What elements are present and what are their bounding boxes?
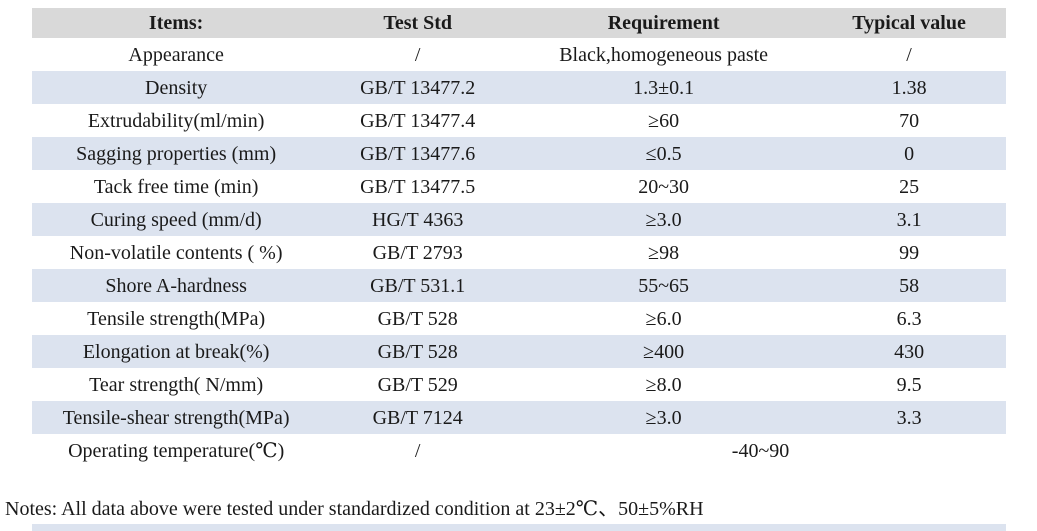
table-cell: GB/T 7124 [372,406,463,429]
table-row: Tensile strength(MPa) GB/T 528 ≥6.0 6.3 [32,302,1006,335]
table-cell: / [906,43,912,66]
table-cell: 9.5 [896,373,922,396]
table-cell: 70 [899,109,920,132]
table-cell: ≤0.5 [645,142,682,165]
column-header: Requirement [607,12,720,34]
table-cell: Extrudability(ml/min) [87,109,265,132]
table-cell: Tensile-shear strength(MPa) [62,406,290,429]
table-cell: Black,homogeneous paste [559,43,769,66]
table-cell: 58 [899,274,920,297]
table-cell: GB/T 531.1 [370,274,466,297]
table-cell: Operating temperature(℃) [68,439,285,462]
table-cell: 1.38 [891,76,927,99]
table-row: Curing speed (mm/d) HG/T 4363 ≥3.0 3.1 [32,203,1006,236]
table-row: Shore A-hardness GB/T 531.1 55~65 58 [32,269,1006,302]
column-header: Typical value [852,12,966,34]
table-row: Appearance / Black,homogeneous paste / [32,38,1006,71]
table-cell: GB/T 2793 [372,241,463,264]
partial-row-fragment [32,524,1006,531]
table-row: Non-volatile contents ( %) GB/T 2793 ≥98 99 [32,236,1006,269]
table-cell: GB/T 528 [377,307,458,330]
table-cell: GB/T 13477.5 [360,175,476,198]
table-cell: Elongation at break(%) [82,340,270,363]
table-cell: Tack free time (min) [93,175,259,198]
table-cell: GB/T 529 [377,373,458,396]
table-cell: 99 [899,241,920,264]
table-row: Tack free time (min) GB/T 13477.5 20~30 25 [32,170,1006,203]
table-row: Extrudability(ml/min) GB/T 13477.4 ≥60 70 [32,104,1006,137]
table-row: Operating temperature(℃) / -40~90 [32,434,1006,467]
notes-text: Notes: All data above were tested under … [5,498,704,520]
table-row: Sagging properties (mm) GB/T 13477.6 ≤0.5 0 [32,137,1006,170]
column-header: Test Std [383,12,453,34]
table-row: Tensile-shear strength(MPa) GB/T 7124 ≥3.0… [32,401,1006,434]
table-cell: ≥3.0 [645,208,682,231]
table-cell: GB/T 13477.4 [360,109,476,132]
table-cell: Density [145,76,208,99]
table-cell: ≥8.0 [645,373,682,396]
table-cell: GB/T 13477.6 [360,142,476,165]
table-cell: Curing speed (mm/d) [90,208,262,231]
table-cell: 55~65 [638,274,690,297]
table-cell: ≥6.0 [645,307,682,330]
table-cell: Tensile strength(MPa) [87,307,266,330]
table-cell: 430 [894,340,925,363]
table-cell: 1.3±0.1 [633,76,695,99]
table-cell: 25 [899,175,920,198]
table-cell: / [414,43,421,66]
table-cell: GB/T 528 [377,340,458,363]
table-cell: 20~30 [638,175,690,198]
spec-table: Items: Test Std Requirement Typical value Ap… [32,8,1006,467]
table-cell: / [414,439,421,462]
table-cell: GB/T 13477.2 [360,76,476,99]
table-row: Density GB/T 13477.2 1.3±0.1 1.38 [32,71,1006,104]
table-cell: ≥98 [648,241,680,264]
table-cell: 0 [904,142,915,165]
table-cell: Non-volatile contents ( %) [69,241,283,264]
table-cell: ≥400 [643,340,685,363]
table-cell: Tear strength( N/mm) [89,373,264,396]
table-cell: Appearance [128,43,224,66]
table-header-row: Items: Test Std Requirement Typical value [32,8,1006,38]
table-cell: Sagging properties (mm) [76,142,277,165]
table-cell: ≥3.0 [645,406,682,429]
table-row: Tear strength( N/mm) GB/T 529 ≥8.0 9.5 [32,368,1006,401]
column-header: Items: [148,12,204,34]
table-cell: HG/T 4363 [372,208,464,231]
table-cell: -40~90 [731,439,790,462]
table-cell: 3.1 [896,208,922,231]
table-cell: 6.3 [896,307,922,330]
table-cell: 3.3 [896,406,922,429]
table-cell: Shore A-hardness [105,274,247,297]
table-row: Elongation at break(%) GB/T 528 ≥400 430 [32,335,1006,368]
table-cell: ≥60 [648,109,680,132]
